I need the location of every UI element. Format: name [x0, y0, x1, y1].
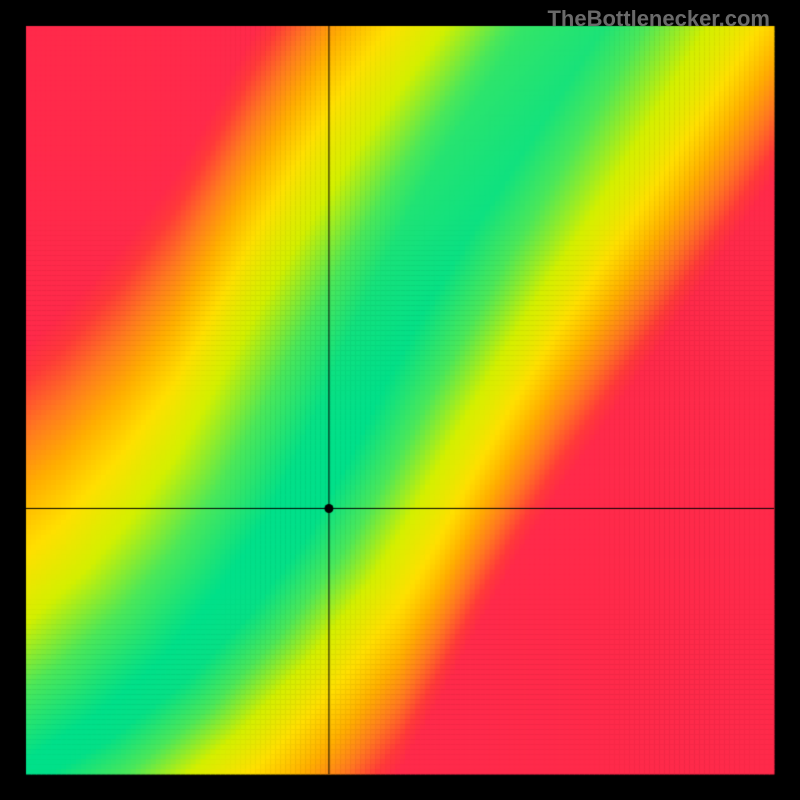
chart-container: TheBottlenecker.com	[0, 0, 800, 800]
watermark-text: TheBottlenecker.com	[547, 6, 770, 32]
bottleneck-heatmap	[0, 0, 800, 800]
